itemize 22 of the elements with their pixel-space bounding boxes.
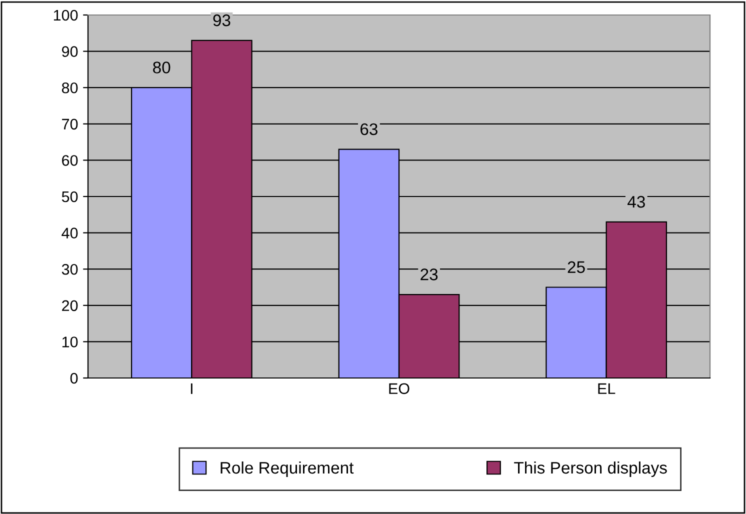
data-label: 25	[568, 261, 585, 274]
y-tick-label: 0	[70, 372, 78, 384]
y-tick-label: 60	[62, 155, 78, 166]
x-tick-label: EO	[389, 383, 410, 394]
y-tick-label: 30	[62, 264, 78, 275]
y-tick-label: 40	[62, 228, 78, 238]
x-tick-label: I	[190, 383, 192, 394]
y-tick-label: 70	[62, 118, 78, 130]
data-label: 23	[420, 268, 438, 280]
data-label: 63	[360, 123, 378, 136]
y-tick-label: 10	[62, 336, 78, 348]
data-label: 43	[628, 196, 645, 208]
y-tick-label: 100	[54, 10, 78, 21]
legend-label: This Person displays	[514, 461, 667, 477]
x-tick-label: EL	[598, 383, 616, 394]
legend-label: Role Requirement	[220, 461, 354, 477]
y-tick-label: 90	[62, 46, 78, 57]
y-tick-label: 20	[62, 300, 78, 312]
data-label: 80	[153, 62, 170, 74]
y-tick-label: 80	[62, 82, 78, 94]
data-label: 93	[213, 14, 230, 26]
y-tick-label: 50	[62, 191, 78, 202]
